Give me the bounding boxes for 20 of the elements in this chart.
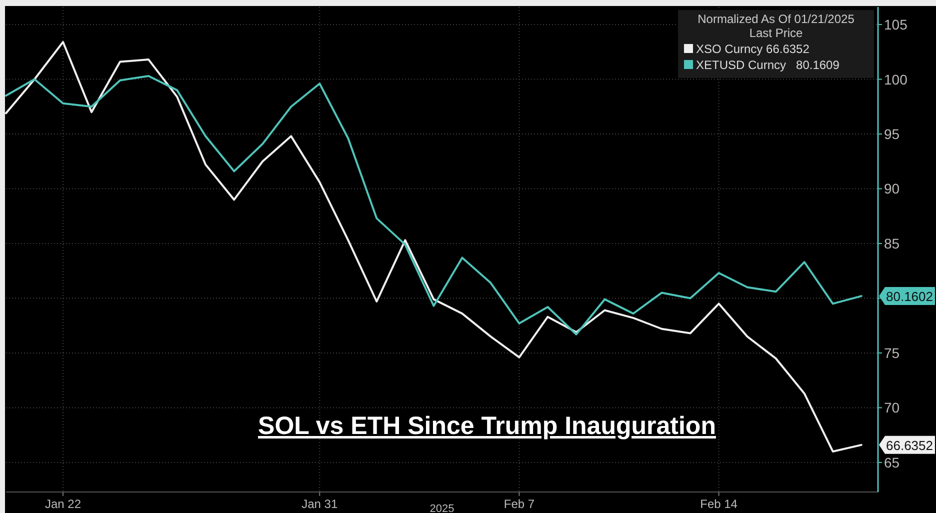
y-tick-label: 105 — [884, 16, 908, 33]
line-series — [5, 74, 862, 336]
x-tick-label: Jan 31 — [302, 497, 338, 511]
y-tick-label: 90 — [884, 180, 900, 197]
legend-label: XETUSD Curncy 80.1609 — [696, 58, 840, 72]
y-tick-label: 85 — [884, 235, 900, 252]
y-tick-label: 75 — [884, 344, 900, 361]
annotation: 80.1602 — [886, 289, 933, 304]
x-axis-title: 2025 — [430, 503, 454, 513]
y-tick-label: 100 — [884, 71, 908, 88]
y-tick-label: 95 — [884, 126, 900, 142]
x-tick-label: Jan 22 — [45, 497, 82, 511]
annotation: 66.6352 — [886, 438, 933, 453]
x-tick-label: Feb 14 — [700, 497, 738, 511]
legend-title: Normalized As Of 01/21/2025 Last Price — [698, 12, 855, 40]
text: SOL vs ETH Since Trump Inauguration — [258, 412, 716, 440]
y-tick-label: 65 — [884, 454, 900, 470]
y-tick-label: 70 — [884, 400, 900, 416]
legend-label: XSO Curncy 66.6352 — [696, 42, 810, 56]
x-tick-label: Feb 7 — [504, 497, 535, 511]
